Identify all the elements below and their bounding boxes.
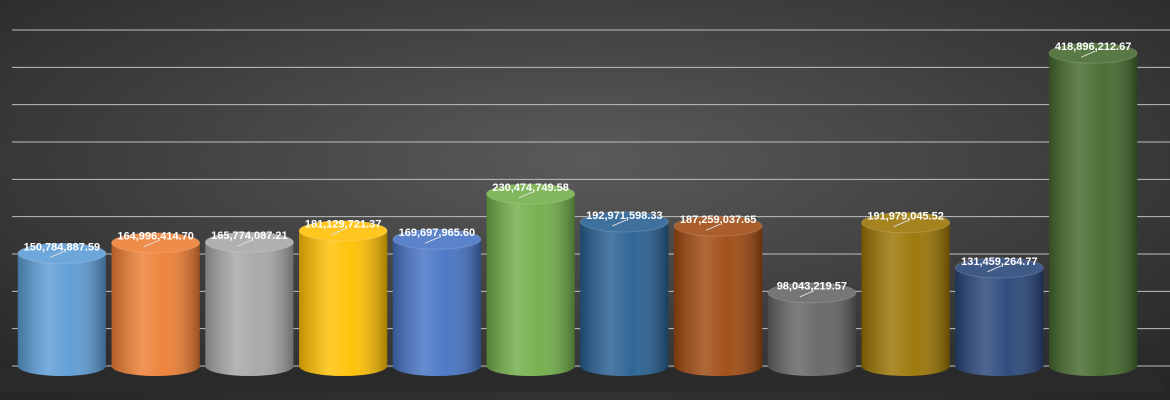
bar-top-light [1049, 43, 1138, 64]
value-label: 230,474,749.58 [492, 182, 568, 194]
bar-top-light [392, 229, 481, 250]
label-leader [518, 191, 533, 199]
bar-shade [205, 242, 294, 366]
label-leader [330, 228, 346, 236]
bar-top [767, 282, 857, 304]
label-leader [893, 220, 908, 228]
bar-shade [861, 222, 950, 366]
bar-shade [955, 267, 1044, 366]
bar-top-light [674, 216, 763, 237]
bar-shade [486, 193, 575, 366]
bar-top [17, 242, 107, 264]
bar-top [673, 215, 763, 237]
value-label: 169,697,965.60 [399, 227, 475, 239]
label-leader [49, 250, 65, 258]
label-leader [705, 223, 721, 231]
value-label: 98,043,219.57 [777, 281, 847, 293]
value-label: 418,896,212.67 [1055, 41, 1131, 53]
bar-top [298, 220, 388, 242]
bar-shade [1049, 53, 1138, 367]
floor [0, 368, 1170, 392]
label-leader [237, 239, 252, 247]
label-leader [143, 240, 158, 248]
bar-shade [299, 230, 388, 366]
bar-shade [111, 242, 200, 366]
bar-top-light [955, 257, 1044, 278]
value-label: 192,971,598.33 [586, 210, 662, 222]
bar-top [111, 232, 201, 254]
value-label: 191,979,045.52 [867, 211, 943, 223]
bar-shade [580, 221, 669, 366]
bar-top [861, 212, 951, 234]
bar-top [1048, 42, 1138, 64]
bar-shade [674, 226, 763, 366]
bar-shade [767, 292, 856, 366]
value-label: 181,129,721.37 [305, 219, 381, 231]
label-leader [1080, 50, 1096, 58]
value-label: 187,259,037.65 [680, 214, 756, 226]
bar-shade [17, 253, 106, 366]
bar-shade [392, 239, 481, 366]
bar-top-light [580, 211, 669, 232]
value-label: 131,459,264.77 [961, 256, 1037, 268]
bar-top-light [767, 282, 856, 303]
label-leader [612, 219, 627, 227]
bar-top [579, 211, 669, 233]
value-label: 150,784,887.59 [24, 241, 100, 253]
bar-top-light [205, 232, 294, 253]
label-leader [799, 290, 815, 298]
bar-top [954, 257, 1044, 279]
bar-top [204, 231, 294, 253]
value-label: 165,774,087.21 [211, 230, 287, 242]
bar-top [392, 228, 482, 250]
bar-top-light [17, 243, 106, 264]
label-leader [424, 236, 440, 244]
bar-top [486, 183, 576, 205]
label-leader [987, 265, 1002, 273]
value-label: 164,996,414.70 [117, 231, 193, 243]
bar-top-light [861, 212, 950, 233]
bars: 150,784,887.59 164,996,414.70 165,774,087.… [17, 41, 1138, 376]
bar-top-light [299, 220, 388, 241]
bar-top-light [111, 232, 200, 253]
bar-top-light [486, 183, 575, 204]
